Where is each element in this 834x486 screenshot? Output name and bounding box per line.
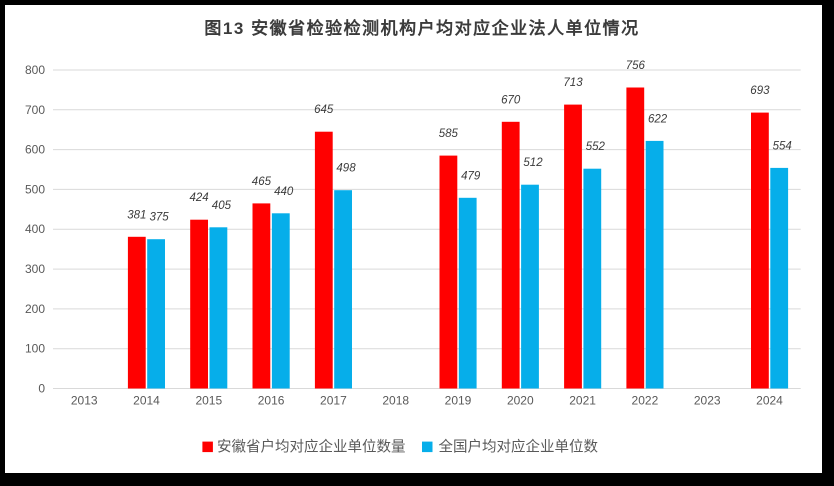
svg-text:200: 200 xyxy=(25,302,45,316)
svg-text:100: 100 xyxy=(25,342,45,356)
svg-text:465: 465 xyxy=(252,176,272,188)
svg-text:713: 713 xyxy=(563,77,583,89)
svg-text:405: 405 xyxy=(212,200,232,212)
svg-text:2023: 2023 xyxy=(694,394,721,408)
svg-text:440: 440 xyxy=(274,186,294,198)
svg-text:500: 500 xyxy=(25,182,45,196)
svg-text:2014: 2014 xyxy=(133,394,160,408)
svg-text:622: 622 xyxy=(648,113,668,125)
svg-text:600: 600 xyxy=(25,143,45,157)
svg-text:670: 670 xyxy=(501,94,521,106)
svg-text:645: 645 xyxy=(314,104,334,116)
svg-text:381: 381 xyxy=(127,209,146,221)
svg-text:693: 693 xyxy=(750,85,770,97)
svg-text:全国户均对应企业单位数: 全国户均对应企业单位数 xyxy=(439,438,599,456)
svg-text:2024: 2024 xyxy=(756,394,783,408)
svg-text:424: 424 xyxy=(190,192,209,204)
svg-text:498: 498 xyxy=(336,163,356,175)
svg-text:375: 375 xyxy=(150,212,170,224)
svg-text:479: 479 xyxy=(461,170,481,182)
svg-text:800: 800 xyxy=(25,63,45,77)
svg-text:安徽省户均对应企业单位数量: 安徽省户均对应企业单位数量 xyxy=(217,438,406,456)
svg-text:2020: 2020 xyxy=(507,394,534,408)
svg-text:700: 700 xyxy=(25,103,45,117)
svg-text:2016: 2016 xyxy=(258,394,285,408)
svg-text:400: 400 xyxy=(25,222,45,236)
svg-text:2015: 2015 xyxy=(195,394,222,408)
svg-text:2018: 2018 xyxy=(382,394,409,408)
svg-text:0: 0 xyxy=(38,382,45,396)
svg-text:2021: 2021 xyxy=(569,394,596,408)
svg-text:554: 554 xyxy=(773,140,792,152)
svg-text:2022: 2022 xyxy=(632,394,659,408)
svg-text:2013: 2013 xyxy=(71,394,98,408)
svg-text:图13 安徽省检验检测机构户均对应企业法人单位情况: 图13 安徽省检验检测机构户均对应企业法人单位情况 xyxy=(204,18,639,38)
svg-text:300: 300 xyxy=(25,262,45,276)
svg-text:2017: 2017 xyxy=(320,394,347,408)
svg-text:585: 585 xyxy=(439,128,459,140)
svg-text:756: 756 xyxy=(626,60,646,72)
svg-text:512: 512 xyxy=(523,157,543,169)
svg-text:2019: 2019 xyxy=(445,394,472,408)
svg-text:552: 552 xyxy=(586,141,606,153)
